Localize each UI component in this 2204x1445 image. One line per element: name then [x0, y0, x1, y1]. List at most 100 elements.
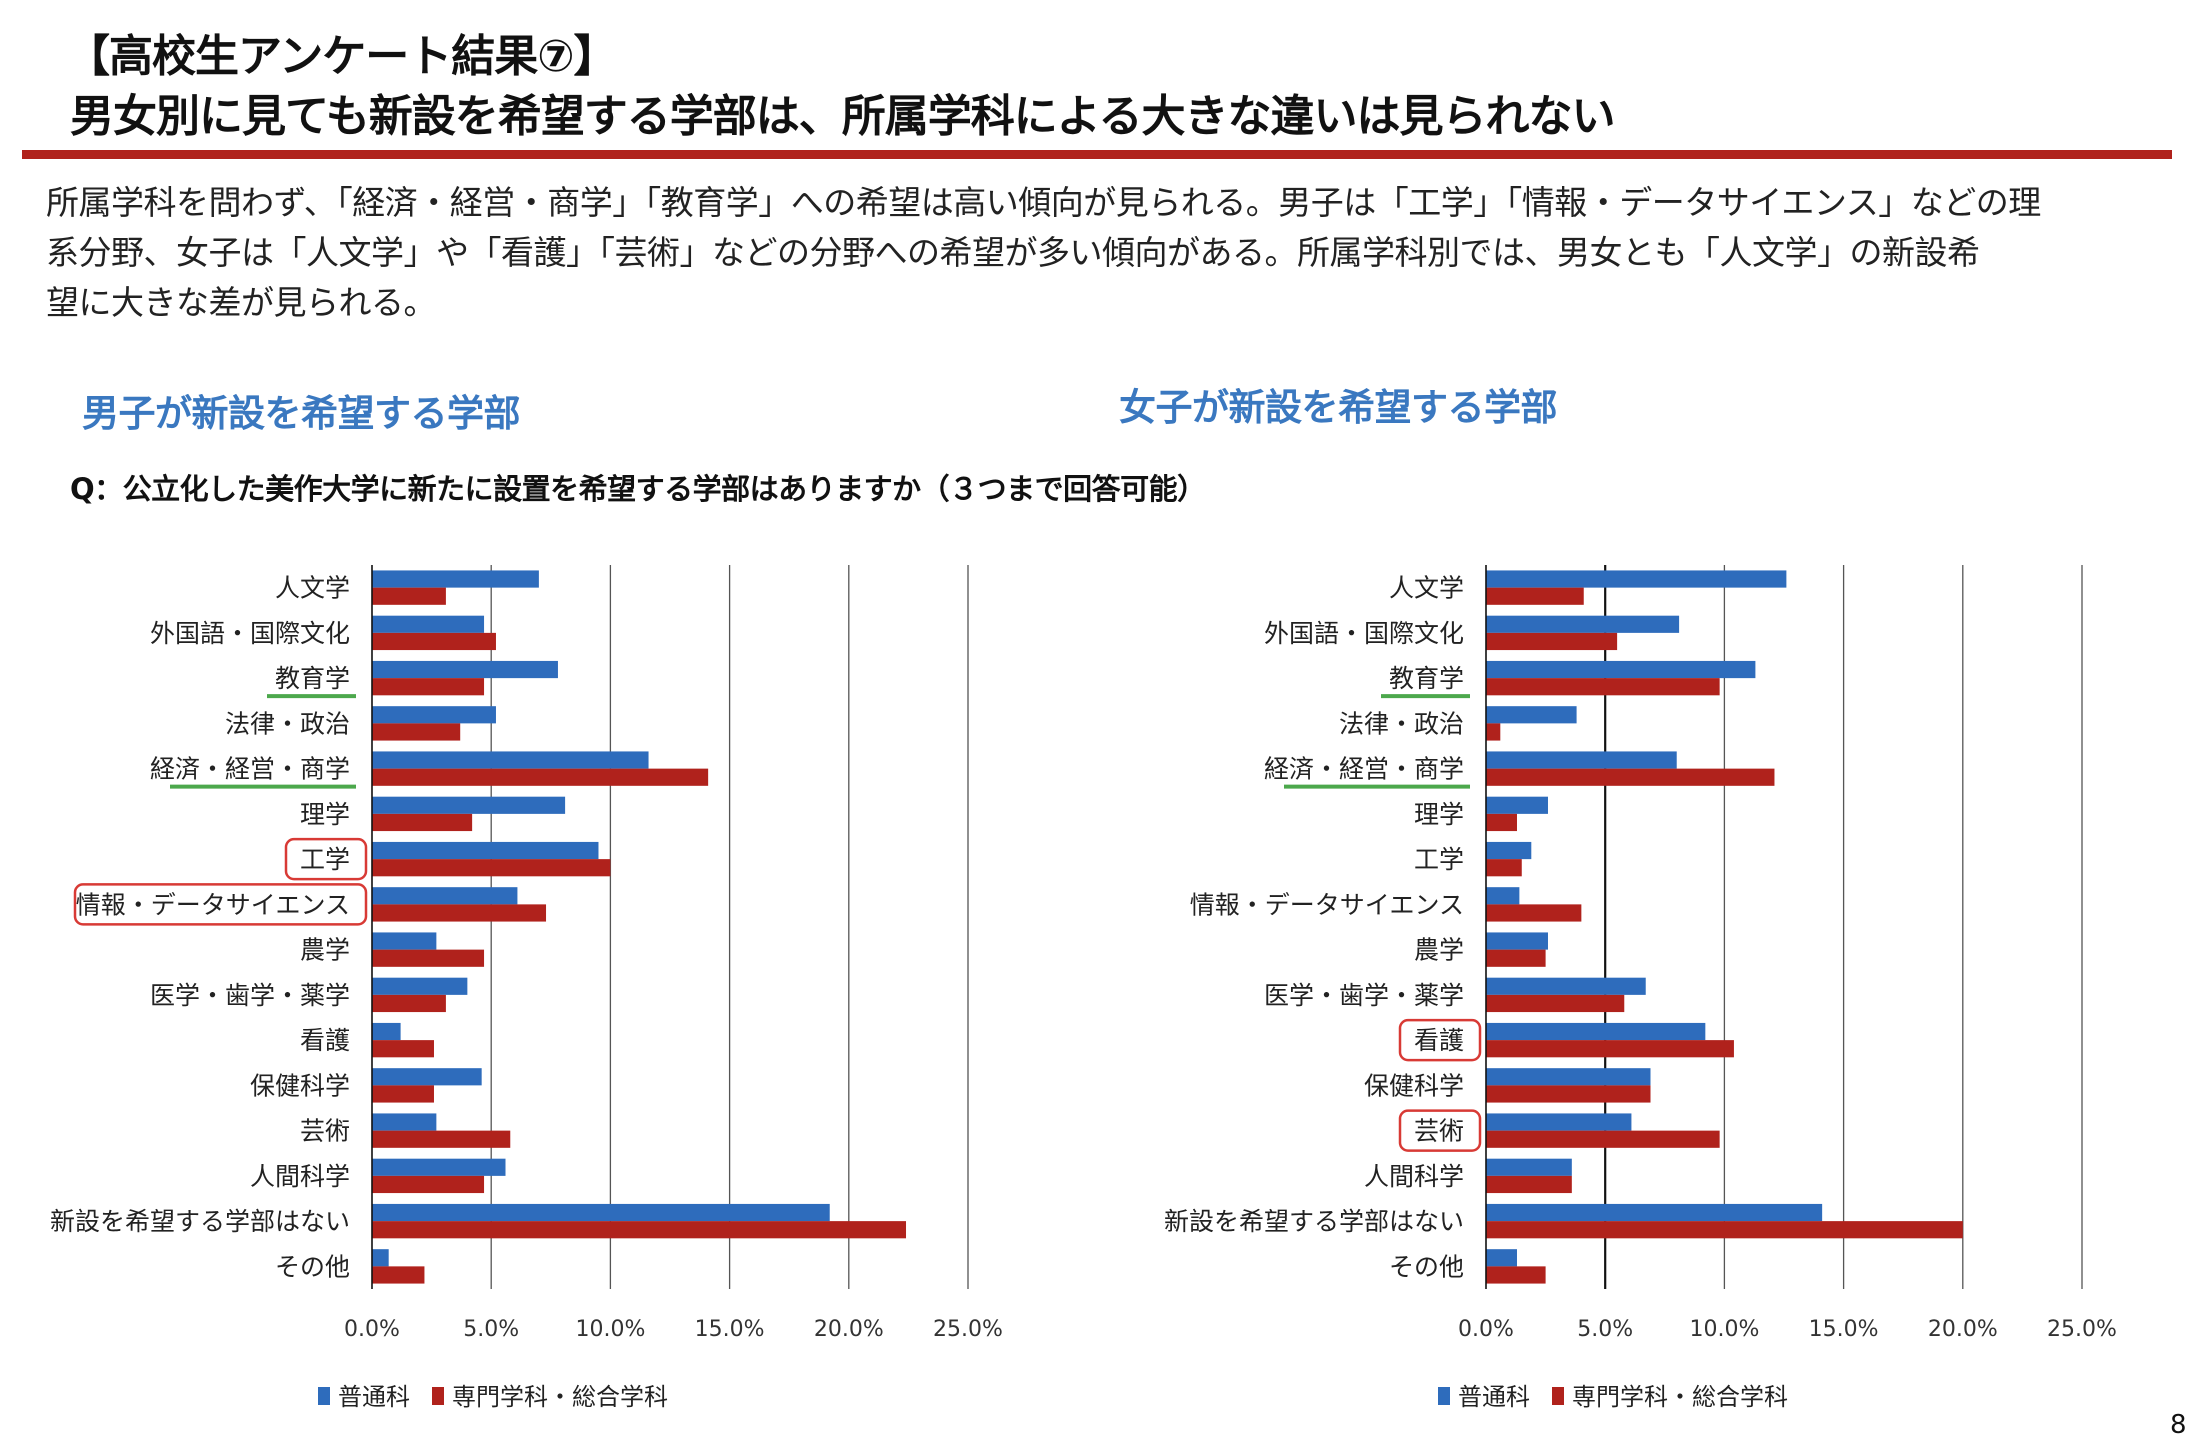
category-label: 経済・経営・商学	[150, 755, 350, 784]
bar-futsuka	[1486, 1203, 1823, 1222]
x-tick-label: 20.0%	[1928, 1317, 1998, 1342]
bar-senmon	[1486, 949, 1546, 967]
title-divider	[22, 150, 2172, 159]
bar-futsuka	[372, 932, 437, 950]
female-chart-heading: 女子が新設を希望する学部	[1119, 386, 1558, 429]
bar-senmon	[1486, 813, 1517, 832]
category-label: 新設を希望する学部はない	[1164, 1207, 1464, 1236]
category-label: 医学・歯学・薬学	[1264, 981, 1464, 1010]
bar-senmon	[1486, 994, 1625, 1013]
bar-futsuka	[1486, 932, 1548, 950]
bar-senmon	[1486, 768, 1775, 786]
bar-senmon	[1486, 1085, 1651, 1103]
bar-senmon	[1486, 1040, 1734, 1058]
bar-futsuka	[1486, 1022, 1706, 1041]
bar-senmon	[372, 1085, 434, 1103]
male-chart-heading: 男子が新設を希望する学部	[82, 392, 521, 435]
legend-swatch	[432, 1387, 444, 1405]
category-label: 工学	[300, 845, 350, 874]
highlight-box	[1398, 1109, 1482, 1152]
highlight-box	[73, 883, 368, 926]
bar-futsuka	[372, 615, 485, 633]
legend-label: 専門学科・総合学科	[452, 1383, 668, 1411]
bar-senmon	[1486, 632, 1618, 651]
bar-senmon	[372, 904, 547, 922]
highlight-underline	[1284, 784, 1470, 789]
category-label: 保健科学	[250, 1071, 350, 1100]
bar-futsuka	[1486, 796, 1548, 814]
category-label: 経済・経営・商学	[1264, 755, 1464, 784]
x-tick-label: 0.0%	[344, 1317, 400, 1342]
category-label: 教育学	[275, 664, 350, 693]
bar-futsuka	[372, 887, 518, 905]
summary-line-2: 系分野、女子は「人文学」や「看護」「芸術」などの分野への希望が多い傾向がある。所…	[46, 233, 1980, 272]
category-label: 法律・政治	[225, 709, 350, 738]
bar-futsuka	[372, 706, 496, 724]
bar-senmon	[372, 768, 709, 786]
bar-futsuka	[1486, 751, 1677, 769]
page-number: 8	[2170, 1410, 2187, 1440]
bar-futsuka	[372, 570, 539, 588]
legend-label: 普通科	[1458, 1383, 1530, 1411]
highlight-underline	[170, 784, 356, 789]
bar-senmon	[372, 813, 473, 832]
bar-senmon	[372, 587, 446, 605]
bar-futsuka	[1486, 841, 1532, 860]
bar-futsuka	[372, 1249, 389, 1267]
category-label: 教育学	[1389, 664, 1464, 693]
summary-line-3: 望に大きな差が見られる。	[46, 283, 437, 322]
bar-senmon	[1486, 1266, 1546, 1284]
x-tick-label: 5.0%	[1577, 1317, 1633, 1342]
legend-swatch	[318, 1387, 330, 1405]
highlight-box	[284, 837, 368, 881]
survey-question: Q：公立化した美作大学に新たに設置を希望する学部はありますか（３つまで回答可能）	[70, 472, 1206, 506]
category-label: 芸術	[300, 1117, 350, 1146]
legend-label: 専門学科・総合学科	[1572, 1383, 1788, 1411]
category-label: 農学	[1414, 936, 1464, 965]
x-tick-label: 15.0%	[1809, 1317, 1879, 1342]
bar-futsuka	[1486, 1249, 1517, 1267]
category-label: 情報・データサイエンス	[76, 890, 350, 919]
x-tick-label: 10.0%	[575, 1317, 645, 1342]
bar-futsuka	[372, 1022, 401, 1041]
category-label: 人間科学	[250, 1162, 350, 1191]
category-label: 外国語・国際文化	[1264, 619, 1464, 648]
summary-line-1: 所属学科を問わず、「経済・経営・商学」「教育学」への希望は高い傾向が見られる。男…	[46, 183, 2041, 222]
category-label: 人文学	[275, 574, 350, 603]
x-tick-label: 20.0%	[814, 1317, 884, 1342]
category-label: 医学・歯学・薬学	[150, 981, 350, 1010]
x-tick-label: 0.0%	[1458, 1317, 1514, 1342]
category-label: 外国語・国際文化	[150, 619, 350, 648]
bar-senmon	[372, 1130, 511, 1148]
bar-futsuka	[372, 751, 649, 769]
bar-senmon	[1486, 723, 1501, 741]
category-label: 法律・政治	[1339, 709, 1464, 738]
bar-futsuka	[1486, 706, 1577, 724]
category-label: 看護	[1414, 1026, 1464, 1055]
bar-futsuka	[1486, 1068, 1651, 1086]
category-label: その他	[1389, 1252, 1464, 1281]
x-tick-label: 25.0%	[2047, 1317, 2117, 1342]
bar-senmon	[372, 1221, 907, 1239]
female-bar-chart: 0.0% 5.0% 10.0% 15.0% 20.0% 25.0% 人文学外国語・国際文化教…	[1164, 565, 2117, 1411]
bar-senmon	[372, 859, 611, 877]
bar-senmon	[1486, 1130, 1720, 1148]
bar-futsuka	[372, 1158, 506, 1176]
bar-senmon	[372, 994, 446, 1013]
bar-futsuka	[372, 660, 558, 679]
bar-futsuka	[372, 1203, 830, 1222]
bar-senmon	[372, 723, 461, 741]
category-label: 保健科学	[1364, 1071, 1464, 1100]
bar-senmon	[1486, 1221, 1963, 1239]
legend-swatch	[1552, 1387, 1564, 1405]
x-tick-label: 5.0%	[463, 1317, 519, 1342]
category-label: 理学	[300, 800, 350, 829]
legend-swatch	[1438, 1387, 1450, 1405]
male-bar-chart: 0.0% 5.0% 10.0% 15.0% 20.0% 25.0% 人文学外国語・国際文化教…	[50, 565, 1003, 1411]
slide-title-line2: 男女別に見ても新設を希望する学部は、所属学科による大きな違いは見られない	[70, 91, 1615, 142]
bar-senmon	[372, 632, 496, 651]
bar-senmon	[372, 678, 485, 696]
x-tick-label: 15.0%	[695, 1317, 765, 1342]
bar-senmon	[1486, 587, 1584, 605]
